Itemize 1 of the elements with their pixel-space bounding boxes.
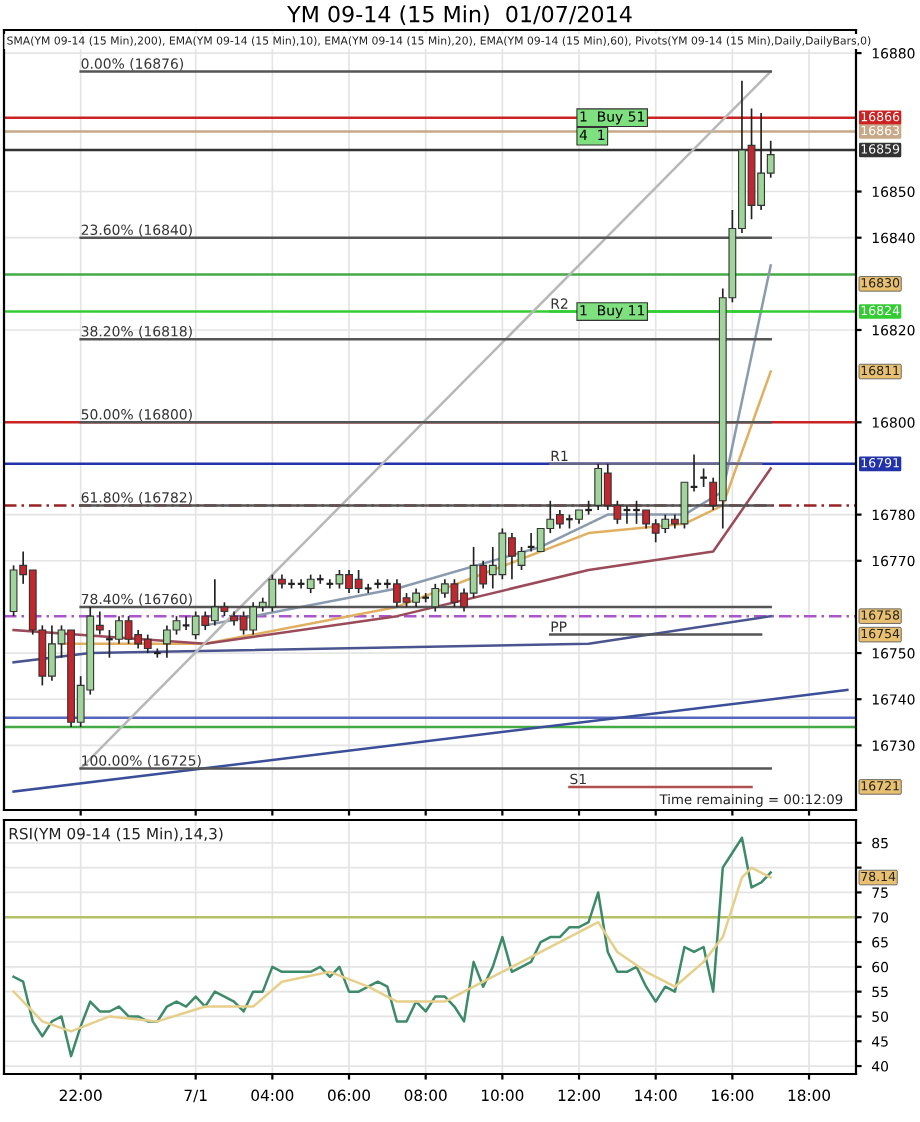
chart-title: YM 09-14 (15 Min) 01/07/2014: [287, 5, 632, 26]
